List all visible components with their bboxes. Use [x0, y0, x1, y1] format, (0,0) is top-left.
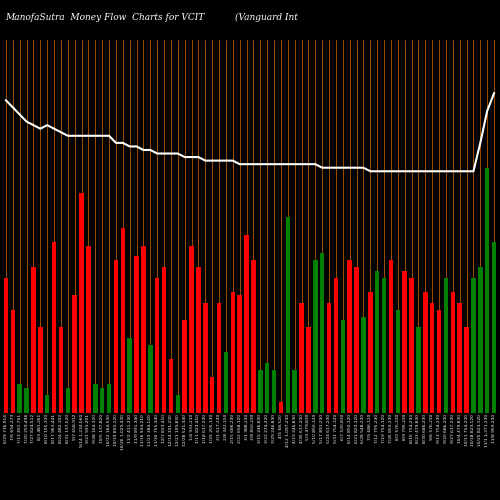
Bar — [361, 316, 366, 412]
Bar — [114, 260, 118, 412]
Bar — [182, 320, 187, 412]
Bar — [286, 218, 290, 412]
Bar — [272, 370, 276, 412]
Bar — [437, 310, 442, 412]
Bar — [4, 278, 8, 412]
Bar — [224, 352, 228, 412]
Bar — [416, 328, 420, 412]
Bar — [128, 338, 132, 412]
Bar — [244, 235, 249, 412]
Bar — [354, 267, 359, 412]
Bar — [238, 296, 242, 412]
Bar — [444, 278, 448, 412]
Bar — [162, 267, 166, 412]
Bar — [148, 345, 152, 412]
Bar — [471, 278, 476, 412]
Bar — [450, 292, 455, 412]
Bar — [196, 267, 200, 412]
Bar — [24, 388, 29, 412]
Bar — [492, 242, 496, 412]
Bar — [278, 402, 283, 412]
Bar — [230, 292, 235, 412]
Bar — [375, 270, 380, 412]
Bar — [10, 310, 15, 412]
Bar — [45, 395, 50, 412]
Bar — [423, 292, 428, 412]
Text: ManofaSutra  Money Flow  Charts for VCIT: ManofaSutra Money Flow Charts for VCIT — [5, 12, 204, 22]
Bar — [396, 310, 400, 412]
Bar — [464, 328, 469, 412]
Bar — [258, 370, 262, 412]
Bar — [430, 302, 434, 412]
Bar — [80, 192, 84, 412]
Bar — [217, 302, 222, 412]
Bar — [402, 270, 407, 412]
Bar — [300, 302, 304, 412]
Bar — [141, 246, 146, 412]
Bar — [134, 256, 139, 412]
Bar — [458, 302, 462, 412]
Bar — [368, 292, 372, 412]
Bar — [340, 320, 345, 412]
Bar — [58, 328, 63, 412]
Bar — [313, 260, 318, 412]
Bar — [107, 384, 112, 412]
Bar — [306, 328, 310, 412]
Bar — [388, 260, 393, 412]
Bar — [176, 395, 180, 412]
Bar — [100, 388, 104, 412]
Bar — [320, 253, 324, 412]
Bar — [382, 278, 386, 412]
Bar — [210, 377, 214, 412]
Bar — [120, 228, 125, 412]
Bar — [72, 296, 77, 412]
Bar — [168, 360, 173, 412]
Bar — [348, 260, 352, 412]
Bar — [265, 363, 270, 412]
Bar — [327, 302, 332, 412]
Bar — [203, 302, 207, 412]
Bar — [52, 242, 56, 412]
Bar — [478, 267, 482, 412]
Bar — [38, 328, 42, 412]
Bar — [485, 168, 490, 412]
Bar — [155, 278, 160, 412]
Bar — [251, 260, 256, 412]
Bar — [334, 278, 338, 412]
Bar — [31, 267, 36, 412]
Bar — [93, 384, 98, 412]
Bar — [66, 388, 70, 412]
Bar — [86, 246, 90, 412]
Bar — [190, 246, 194, 412]
Text: (Vanguard Int: (Vanguard Int — [235, 12, 298, 22]
Bar — [18, 384, 22, 412]
Bar — [292, 370, 297, 412]
Bar — [410, 278, 414, 412]
